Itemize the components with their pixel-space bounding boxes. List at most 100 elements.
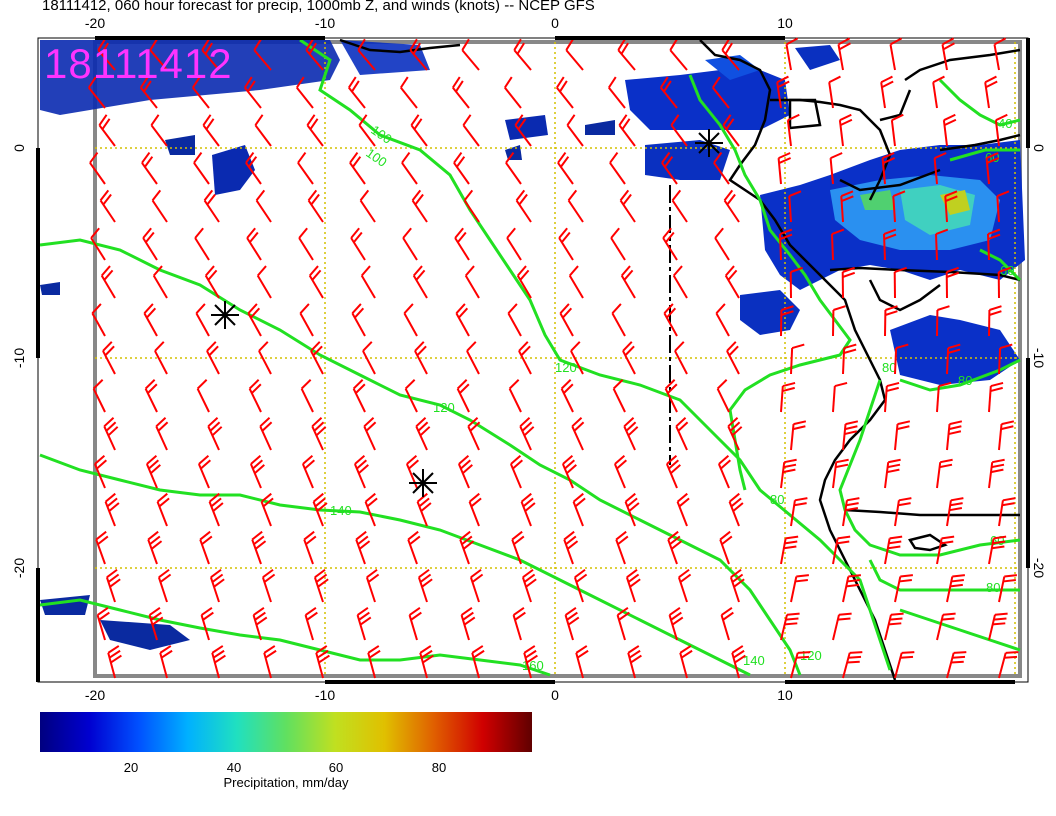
wind-barb — [414, 341, 428, 375]
wind-barb — [985, 152, 1000, 185]
wind-barb — [842, 574, 861, 603]
wind-barb — [364, 492, 378, 527]
wind-barb — [564, 607, 580, 641]
wind-barb — [889, 37, 903, 71]
y-tick-right: -10 — [1031, 348, 1047, 368]
wind-barb — [663, 303, 678, 337]
wind-barb — [674, 341, 688, 375]
wind-barb — [362, 341, 376, 375]
x-tick-bottom: -10 — [315, 687, 335, 700]
wind-barb — [156, 492, 170, 527]
wind-barb — [415, 416, 431, 451]
wind-barb — [358, 114, 376, 147]
wind-barb — [894, 497, 912, 527]
wind-barb — [676, 492, 690, 527]
axis-labels: -20 -10 0 10 -20 -10 0 10 0 -10 -20 0 -1… — [11, 15, 1047, 700]
wind-barb — [518, 341, 532, 375]
contour-line — [899, 358, 1021, 392]
wind-barb — [404, 379, 418, 413]
wind-barb — [403, 303, 418, 337]
wind-barb — [407, 530, 421, 565]
wind-barb — [469, 568, 484, 603]
wind-barb — [627, 645, 642, 679]
precip-area — [625, 70, 790, 130]
wind-barb — [251, 530, 267, 565]
wind-barb — [301, 454, 316, 489]
wind-barb — [313, 568, 329, 603]
storm-markers — [211, 129, 723, 497]
wind-barb — [87, 76, 106, 109]
precip-colorbar — [40, 712, 532, 752]
wind-barb — [365, 568, 380, 603]
wind-barb — [105, 568, 121, 603]
wind-barb — [945, 266, 960, 299]
wind-barb — [615, 530, 629, 565]
contour-label: 120 — [433, 400, 455, 415]
contour-label: 140 — [743, 653, 765, 668]
wind-barb — [505, 151, 522, 185]
contour-label: 80 — [882, 360, 896, 375]
wind-barb — [665, 454, 681, 489]
wind-barb — [519, 416, 535, 451]
wind-barb — [723, 189, 740, 223]
wind-barb — [570, 341, 584, 375]
contour-label: 120 — [800, 648, 822, 663]
forecast-map: 100 100 120 140 160 80 60 80 120 140 40 … — [11, 15, 1047, 700]
wind-barb — [613, 454, 628, 489]
wind-barb — [884, 381, 900, 413]
wind-barb — [731, 645, 746, 679]
wind-barb — [252, 607, 268, 641]
contour-label: 120 — [555, 360, 577, 375]
wind-barb — [402, 227, 418, 261]
contour-line — [299, 38, 892, 671]
coastline — [339, 38, 1021, 681]
y-tick-left: -10 — [11, 348, 27, 368]
wind-barb — [573, 568, 588, 603]
wind-barb — [946, 651, 967, 679]
wind-barb — [988, 535, 1007, 565]
wind-barb — [661, 151, 678, 185]
wind-barb — [667, 530, 683, 565]
wind-barb — [829, 152, 843, 185]
wind-barb — [100, 265, 116, 299]
wind-barb — [669, 38, 688, 71]
wind-barb — [360, 265, 376, 299]
wind-barb — [304, 607, 318, 641]
wind-barb — [303, 530, 317, 565]
wind-barb — [988, 612, 1008, 641]
wind-barb — [780, 381, 796, 413]
wind-barb — [841, 266, 856, 299]
wind-barb — [457, 454, 473, 489]
wind-barb — [356, 607, 372, 641]
wind-barb — [248, 379, 262, 413]
wind-barb — [832, 612, 852, 641]
wind-barb — [776, 75, 790, 109]
wind-barb — [157, 568, 172, 603]
wind-barb — [880, 75, 894, 109]
wind-barb — [679, 645, 693, 679]
wind-barbs — [87, 37, 1019, 679]
wind-barb — [609, 151, 626, 185]
wind-barb — [557, 151, 574, 185]
wind-barb — [416, 492, 432, 527]
wind-barb — [790, 343, 805, 375]
wind-barb — [842, 343, 857, 375]
precip-area — [212, 145, 255, 195]
contour-line — [938, 78, 1021, 127]
wind-barb — [620, 265, 636, 299]
wind-barb — [357, 38, 376, 71]
x-tick-bottom: 10 — [777, 687, 793, 700]
y-tick-right: 0 — [1031, 144, 1047, 152]
wind-barb — [832, 458, 849, 489]
wind-barb — [352, 379, 366, 413]
wind-barb — [347, 76, 366, 109]
wind-barb — [409, 38, 428, 71]
precip-area — [795, 45, 840, 70]
map-title: 18111412, 060 hour forecast for precip, … — [42, 0, 595, 14]
marker-asterisk — [409, 469, 437, 497]
wind-barb — [311, 416, 327, 451]
wind-barb — [720, 607, 734, 641]
wind-barb — [196, 379, 210, 413]
wind-barb — [451, 76, 470, 109]
precip-area — [165, 135, 195, 155]
